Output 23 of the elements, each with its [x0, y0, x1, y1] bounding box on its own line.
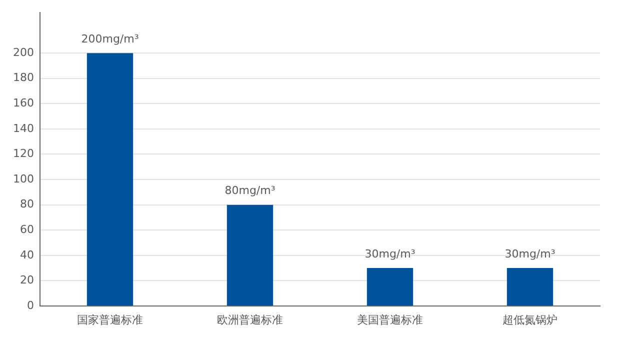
- x-tick-label: 国家普遍标准: [77, 313, 143, 326]
- y-tick-label: 100: [13, 172, 34, 186]
- bar: [86, 53, 134, 306]
- bar: [366, 268, 414, 306]
- data-label: 30mg/m³: [364, 247, 416, 260]
- data-label: 80mg/m³: [224, 184, 276, 198]
- bar: [506, 268, 554, 306]
- y-tick-label: 160: [13, 96, 34, 110]
- x-tick-label: 超低氮锅炉: [502, 313, 558, 326]
- bar: [226, 204, 274, 306]
- y-tick-label: 40: [20, 248, 34, 262]
- y-tick-label: 0: [27, 298, 34, 312]
- y-tick-label: 80: [20, 198, 34, 211]
- x-tick-label: 美国普遍标准: [357, 313, 423, 326]
- y-tick-label: 120: [13, 147, 34, 160]
- y-tick-label: 140: [13, 122, 34, 135]
- y-tick-label: 200: [13, 46, 34, 59]
- data-label: 200mg/m³: [81, 32, 139, 46]
- y-tick-label: 60: [20, 222, 34, 236]
- y-tick-label: 20: [20, 274, 34, 287]
- y-tick-label: 180: [13, 71, 34, 84]
- data-label: 30mg/m³: [504, 247, 556, 260]
- x-tick-label: 欧洲普遍标准: [217, 313, 283, 326]
